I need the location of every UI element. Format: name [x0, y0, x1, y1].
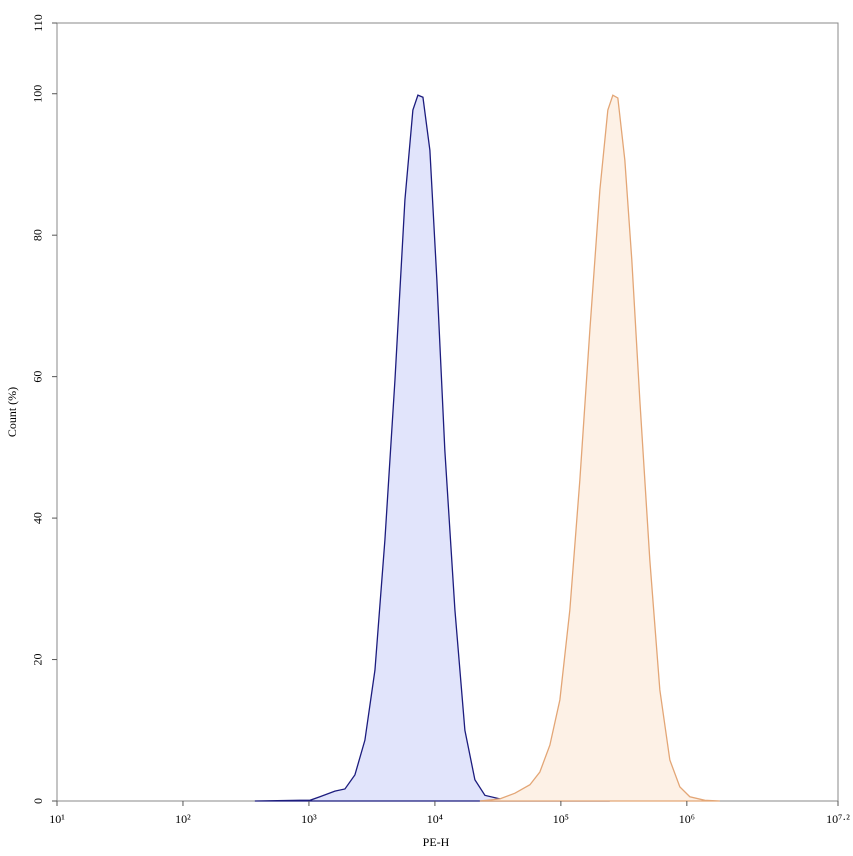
- x-tick-label: 10⁴: [427, 812, 443, 826]
- x-tick-label: 10¹: [49, 812, 65, 826]
- y-tick-label: 80: [31, 229, 45, 241]
- x-tick-label: 10²: [175, 812, 191, 826]
- y-tick-label: 20: [31, 654, 45, 666]
- y-tick-label: 60: [31, 371, 45, 383]
- x-tick-label: 10⁷·²: [826, 812, 850, 826]
- y-tick-label: 40: [31, 512, 45, 524]
- x-tick-label: 10³: [301, 812, 317, 826]
- y-tick-label: 100: [31, 85, 45, 103]
- histogram-area: [479, 94, 720, 802]
- x-axis-label: PE-H: [423, 835, 450, 849]
- y-tick-label: 0: [31, 798, 45, 804]
- y-tick-label: 110: [31, 14, 45, 32]
- y-axis-label: Count (%): [5, 387, 19, 437]
- x-tick-label: 10⁵: [553, 812, 569, 826]
- x-tick-label: 10⁶: [679, 812, 695, 826]
